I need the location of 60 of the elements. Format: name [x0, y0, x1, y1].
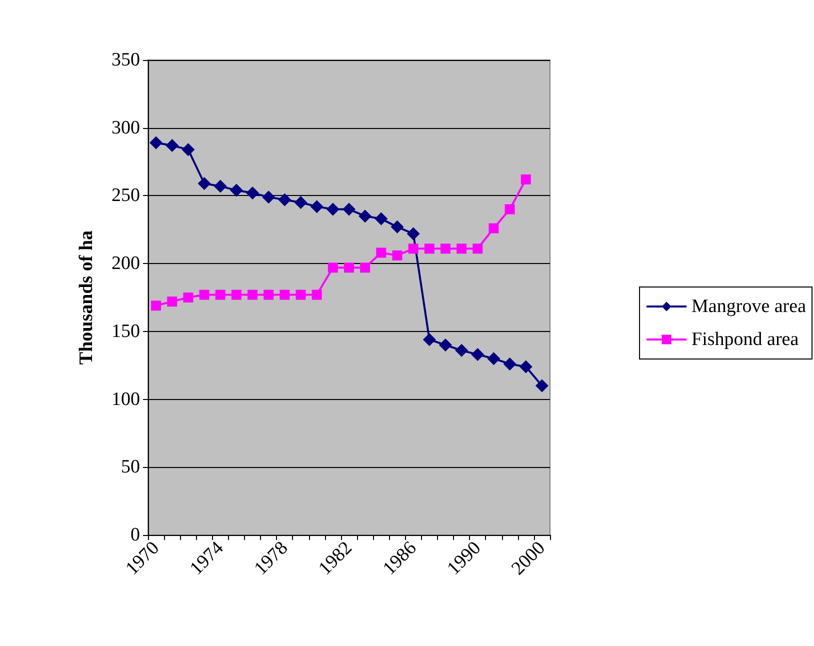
point — [440, 244, 450, 254]
y-tick-label: 200 — [112, 253, 140, 274]
legend-label: Mangrove area — [692, 296, 807, 317]
point — [166, 139, 179, 152]
point — [472, 244, 483, 254]
point — [182, 143, 195, 156]
point — [248, 290, 258, 300]
point — [150, 136, 163, 150]
point — [438, 338, 452, 352]
point — [264, 290, 274, 300]
point — [535, 379, 548, 392]
y-tick-label: 250 — [112, 185, 140, 206]
point — [246, 186, 260, 200]
y-tick-label: 100 — [112, 388, 140, 410]
point — [230, 184, 243, 197]
y-tick-label: 350 — [112, 50, 140, 70]
point — [280, 290, 290, 300]
point — [406, 227, 420, 240]
y-tick-label: 150 — [112, 320, 140, 342]
point — [424, 244, 434, 254]
y-tick-label: 0 — [130, 524, 140, 546]
point — [390, 220, 404, 234]
point — [167, 296, 178, 307]
point — [374, 212, 388, 226]
point — [471, 348, 484, 361]
point — [503, 358, 516, 370]
point — [408, 244, 418, 254]
point — [520, 174, 531, 184]
point — [455, 344, 468, 357]
y-axis-title: Thousands of ha — [76, 230, 97, 365]
point — [151, 300, 162, 311]
point — [231, 290, 242, 300]
point — [214, 180, 227, 193]
legend-label: Fishpond area — [692, 329, 800, 350]
point — [328, 262, 338, 273]
point — [519, 360, 532, 374]
point — [392, 250, 402, 260]
point — [312, 290, 322, 300]
point — [215, 290, 226, 300]
point — [296, 290, 306, 300]
point — [310, 200, 324, 214]
point — [488, 223, 499, 234]
point — [294, 196, 308, 209]
point — [326, 202, 340, 216]
point — [199, 290, 210, 300]
point — [344, 262, 354, 273]
point — [504, 204, 515, 214]
point — [198, 177, 211, 190]
point — [376, 248, 386, 258]
point — [262, 190, 276, 204]
point — [358, 210, 372, 223]
point — [422, 333, 436, 346]
y-tick-label: 50 — [121, 456, 140, 478]
point — [360, 262, 370, 273]
point — [183, 292, 194, 302]
point — [487, 352, 500, 366]
point — [278, 193, 292, 206]
point — [456, 244, 467, 254]
point — [342, 202, 356, 216]
y-tick-label: 300 — [112, 117, 140, 138]
